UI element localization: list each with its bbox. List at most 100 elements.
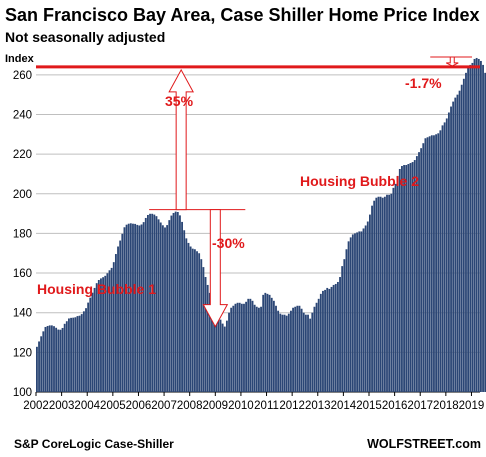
bar — [369, 214, 371, 392]
bar — [85, 308, 87, 392]
bar — [191, 248, 194, 392]
bar — [193, 249, 196, 392]
bar — [469, 64, 472, 392]
bar — [379, 196, 382, 392]
bar — [238, 302, 241, 392]
y-tick-label: 140 — [13, 308, 32, 320]
bar — [108, 270, 111, 392]
bar — [270, 297, 273, 392]
bar — [450, 106, 452, 392]
bar — [36, 346, 38, 392]
y-axis-ticks: 100 120 140 160 180 200 220 240 260 — [13, 70, 32, 399]
x-tick-label: 2003 — [49, 400, 75, 412]
bar — [422, 143, 425, 392]
bar — [125, 224, 128, 392]
bar — [394, 183, 397, 392]
bar — [127, 223, 130, 392]
bar — [68, 318, 70, 392]
bar — [452, 101, 455, 392]
bar — [354, 233, 356, 392]
bar — [362, 228, 365, 392]
bar — [89, 297, 92, 392]
annotation-housing-bubble-1: Housing Bubble 1 — [37, 281, 156, 297]
bar — [44, 326, 47, 392]
arrow-up-35-percent — [168, 68, 194, 211]
x-tick-label: 2002 — [23, 400, 49, 412]
bar — [304, 314, 307, 392]
bar — [189, 246, 192, 392]
bar — [59, 329, 62, 392]
bar — [228, 312, 230, 392]
bar — [110, 267, 113, 392]
bar — [245, 301, 248, 392]
bar — [373, 200, 376, 392]
bar — [475, 57, 478, 392]
bar — [159, 222, 162, 392]
bar — [285, 315, 288, 392]
arrow-down-minus-1-7-percent — [446, 56, 459, 67]
bar — [232, 305, 235, 392]
y-tick-label: 240 — [13, 109, 32, 121]
bar — [251, 300, 254, 392]
bar — [74, 317, 77, 392]
bar — [413, 160, 416, 392]
x-tick-label: 2004 — [74, 400, 100, 412]
bar — [473, 58, 476, 393]
bar — [234, 303, 237, 392]
bar — [170, 215, 173, 392]
bar — [287, 313, 290, 392]
y-tick-label: 220 — [13, 149, 32, 161]
bar — [388, 194, 391, 392]
bar — [208, 292, 211, 392]
bar — [247, 298, 250, 392]
bar — [326, 287, 329, 392]
brand-watermark: WOLFSTREET.com — [367, 437, 481, 451]
bar — [266, 293, 269, 392]
bar — [341, 266, 344, 392]
bar — [428, 136, 431, 392]
bar — [264, 292, 267, 392]
bar — [390, 193, 393, 392]
x-tick-label: 2016 — [382, 400, 408, 412]
bar — [351, 234, 354, 392]
x-tick-label: 2017 — [407, 400, 433, 412]
bar — [386, 194, 388, 392]
bar — [168, 220, 171, 392]
x-tick-label: 2011 — [254, 400, 279, 412]
source-note: S&P CoreLogic Case-Shiller — [14, 437, 174, 451]
bar — [176, 212, 179, 392]
bar — [253, 304, 256, 392]
x-tick-label: 2009 — [203, 400, 229, 412]
x-tick-label: 2008 — [177, 400, 203, 412]
bar — [366, 221, 369, 392]
bar — [211, 300, 213, 392]
bar — [381, 197, 384, 392]
bar — [454, 97, 457, 393]
bar — [198, 253, 201, 392]
bar — [65, 321, 68, 392]
bar — [106, 273, 109, 392]
bar — [383, 196, 386, 392]
bar — [140, 224, 143, 392]
bar — [283, 314, 286, 392]
bar — [360, 231, 363, 392]
bar — [215, 310, 218, 392]
bar — [460, 84, 463, 393]
bar — [155, 216, 158, 392]
bar — [309, 318, 312, 392]
bar — [364, 225, 367, 392]
annotation-minus-30-percent: -30% — [212, 235, 245, 251]
bar — [313, 306, 316, 392]
chart-subtitle: Not seasonally adjusted — [5, 29, 165, 45]
bar — [415, 156, 418, 392]
bar — [151, 213, 154, 392]
bar — [322, 290, 324, 392]
bar — [347, 241, 350, 392]
bar — [236, 302, 239, 392]
bar — [433, 135, 435, 393]
bar — [185, 238, 188, 392]
bar — [100, 278, 102, 392]
bar — [403, 165, 405, 392]
y-tick-label: 160 — [13, 268, 32, 280]
